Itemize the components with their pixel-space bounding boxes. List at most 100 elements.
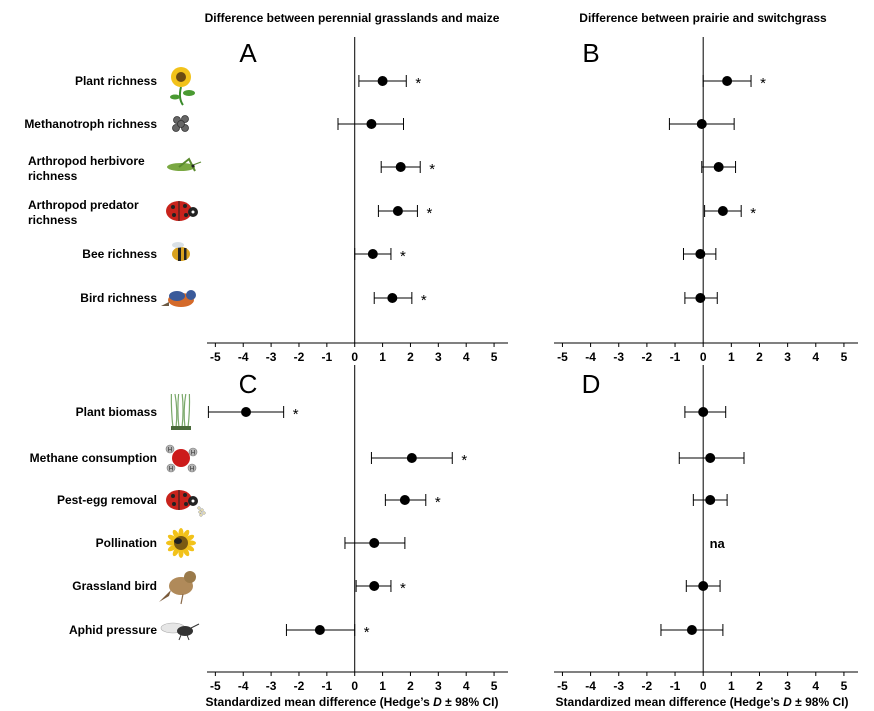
row-label: Pollination — [96, 536, 157, 550]
ladybug-eggs-icon — [166, 490, 206, 517]
x-tick-label: 4 — [463, 350, 470, 364]
data-point — [705, 453, 716, 463]
x-tick-label: 4 — [463, 679, 470, 693]
significance-star: * — [750, 205, 756, 222]
x-tick-label: -5 — [557, 679, 568, 693]
data-point — [366, 119, 377, 129]
x-tick-label: -1 — [670, 679, 681, 693]
right-column-title: Difference between prairie and switchgra… — [579, 11, 827, 25]
significance-star: * — [400, 248, 406, 265]
data-point — [369, 581, 380, 591]
data-point — [713, 162, 724, 172]
data-point — [698, 581, 709, 591]
row-label: Arthropod predator — [28, 198, 139, 212]
x-tick-label: -1 — [322, 350, 333, 364]
row-label: Bee richness — [82, 247, 157, 261]
x-tick-label: 0 — [351, 679, 358, 693]
left-column-title: Difference between perennial grasslands … — [205, 11, 500, 25]
x-tick-label: -3 — [266, 350, 277, 364]
data-point — [395, 162, 406, 172]
ladybug-icon — [166, 201, 198, 221]
row-label: richness — [28, 213, 78, 227]
x-tick-label: 2 — [407, 350, 414, 364]
row-label: Grassland bird — [72, 579, 157, 593]
panel-letter-A: A — [239, 38, 257, 68]
significance-star: * — [435, 494, 441, 511]
row-label: Arthropod herbivore — [28, 154, 145, 168]
x-tick-label: 2 — [407, 679, 414, 693]
data-point — [377, 76, 388, 86]
significance-star: * — [421, 292, 427, 309]
x-tick-label: 2 — [756, 350, 763, 364]
x-tick-label: 1 — [379, 350, 386, 364]
data-point — [392, 206, 403, 216]
data-point — [369, 538, 380, 548]
svg-text:H: H — [168, 448, 172, 454]
x-tick-label: 0 — [700, 679, 707, 693]
x-tick-label: -3 — [613, 350, 624, 364]
significance-star: * — [400, 580, 406, 597]
row-icons: H H H H — [159, 67, 206, 641]
svg-text:H: H — [191, 451, 195, 457]
x-tick-label: -2 — [642, 679, 653, 693]
x-tick-label: 1 — [728, 679, 735, 693]
data-point — [696, 119, 707, 129]
data-point — [241, 407, 252, 417]
x-tick-label: -2 — [294, 350, 305, 364]
bee-icon — [172, 242, 190, 261]
row-label: Pest-egg removal — [57, 493, 157, 507]
x-tick-label: -5 — [557, 350, 568, 364]
x-tick-label: 5 — [491, 350, 498, 364]
x-tick-label: 5 — [491, 679, 498, 693]
x-tick-label: 5 — [841, 679, 848, 693]
x-tick-label: -5 — [210, 350, 221, 364]
data-point — [698, 407, 709, 417]
x-tick-label: 1 — [379, 679, 386, 693]
row-label: Methane consumption — [30, 451, 157, 465]
significance-star: * — [364, 624, 370, 641]
grass-icon — [170, 393, 191, 430]
data-point — [399, 495, 410, 505]
x-tick-label: -2 — [642, 350, 653, 364]
x-tick-label: 4 — [812, 679, 819, 693]
data-point — [387, 293, 398, 303]
x-tick-label: 3 — [435, 679, 442, 693]
row-label: Methanotroph richness — [24, 117, 157, 131]
sunflower-bee-icon — [166, 528, 196, 558]
x-tick-label: 5 — [841, 350, 848, 364]
x-tick-label: 3 — [784, 350, 791, 364]
row-label: Aphid pressure — [69, 623, 157, 637]
significance-star: * — [760, 75, 766, 92]
x-tick-label: -4 — [585, 679, 596, 693]
data-point — [705, 495, 716, 505]
data-point — [695, 249, 706, 259]
data-point — [367, 249, 378, 259]
x-tick-label: -2 — [294, 679, 305, 693]
significance-star: * — [461, 452, 467, 469]
x-tick-label: -1 — [670, 350, 681, 364]
x-tick-label: -1 — [322, 679, 333, 693]
row-label: Plant biomass — [76, 405, 158, 419]
x-tick-label: 0 — [351, 350, 358, 364]
panel-B: B -5 -4 -3 -2 -1 0 1 2 3 4 5 * * — [554, 37, 858, 364]
x-tick-label: -5 — [210, 679, 221, 693]
panel-D: D -5 -4 -3 -2 -1 0 1 2 3 4 5 na — [554, 365, 858, 693]
x-axis-title-left: Standardized mean difference (Hedge’s D … — [206, 695, 499, 709]
panel-letter-D: D — [582, 369, 601, 399]
svg-text:H: H — [190, 467, 194, 473]
significance-star: * — [293, 406, 299, 423]
x-tick-label: 3 — [784, 679, 791, 693]
significance-star: * — [415, 75, 421, 92]
data-point — [314, 625, 325, 635]
x-tick-label: -4 — [585, 350, 596, 364]
x-tick-label: 4 — [812, 350, 819, 364]
row-label: Plant richness — [75, 74, 157, 88]
row-label: Bird richness — [80, 291, 157, 305]
significance-star: * — [426, 205, 432, 222]
sunflower-icon — [170, 67, 195, 106]
panel-A: A -5 -4 -3 -2 -1 0 1 2 3 4 5 * * * * * — [207, 37, 508, 364]
panel-letter-B: B — [582, 38, 599, 68]
x-tick-label: 1 — [728, 350, 735, 364]
row-labels: Plant richness Methanotroph richness Arthr… — [24, 74, 157, 637]
